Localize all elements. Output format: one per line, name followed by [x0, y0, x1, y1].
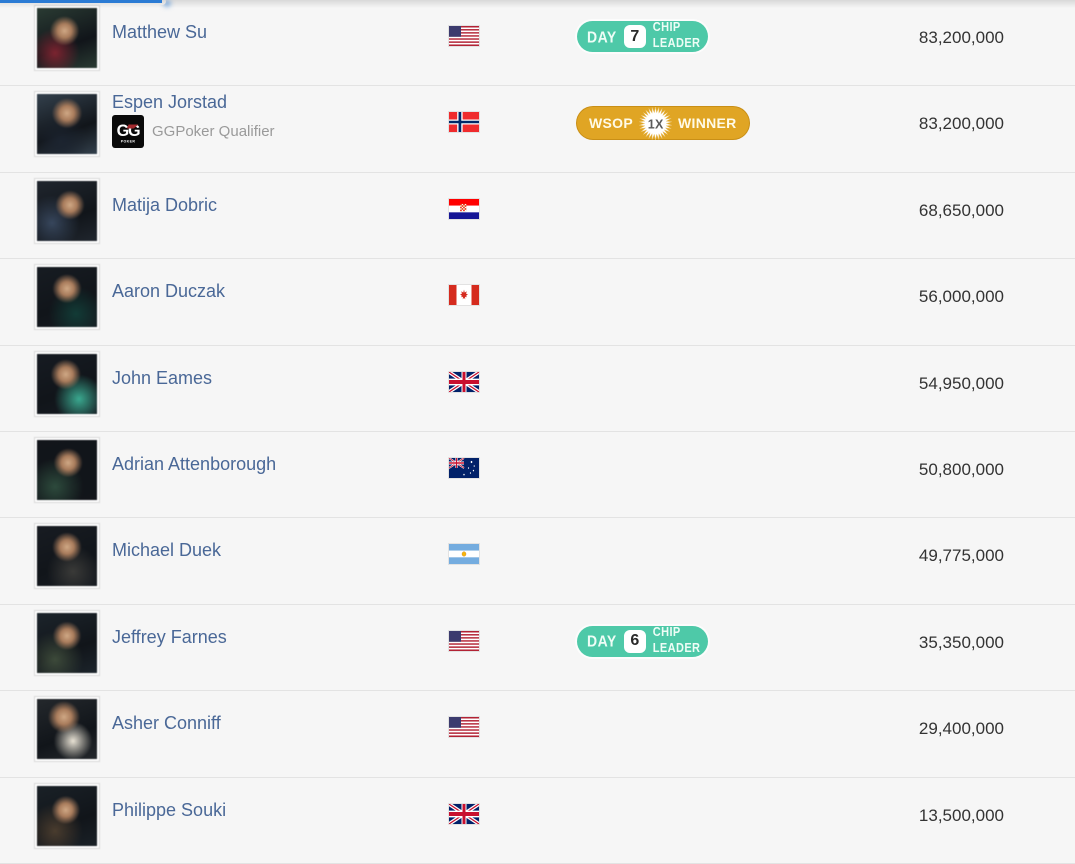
svg-text:1X: 1X — [648, 117, 664, 131]
svg-text:POKER: POKER — [121, 139, 136, 143]
